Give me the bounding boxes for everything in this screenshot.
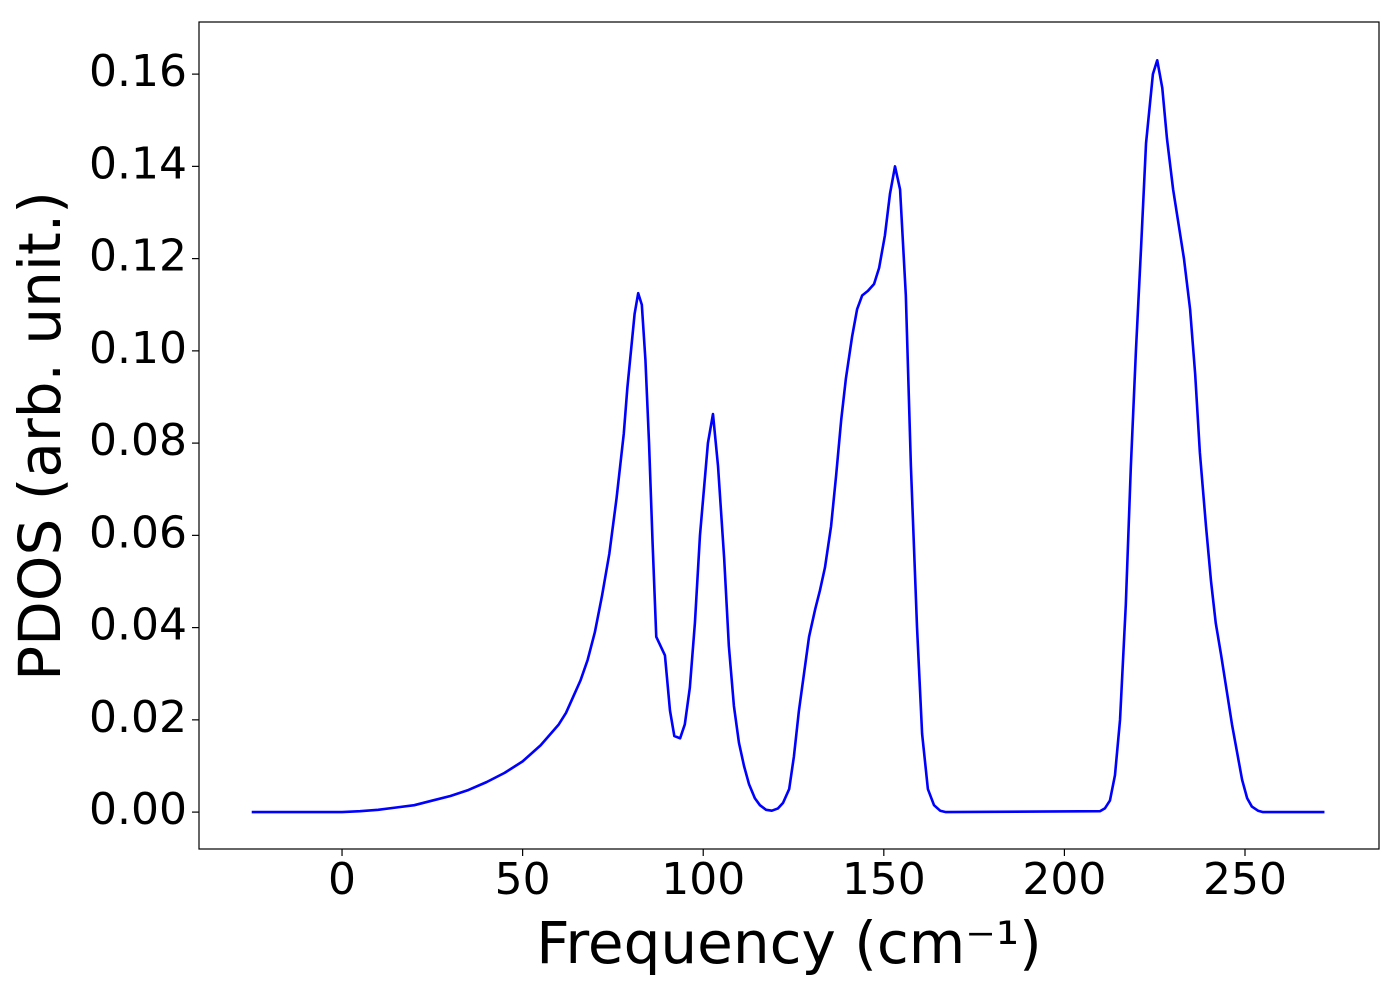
y-tick-label: 0.10: [89, 323, 187, 374]
y-tick-label: 0.08: [89, 415, 187, 466]
y-tick-label: 0.04: [89, 600, 187, 651]
plot-frame: [198, 21, 1380, 850]
y-tick-label: 0.14: [89, 138, 187, 189]
x-tick-label: 50: [495, 854, 551, 905]
x-tick-label: 100: [661, 854, 745, 905]
x-tick-label: 0: [328, 854, 356, 905]
y-axis-label: PDOS (arb. unit.): [6, 191, 74, 681]
x-tick-label: 200: [1022, 854, 1106, 905]
y-tick-label: 0.16: [89, 46, 187, 97]
y-tick-label: 0.02: [89, 692, 187, 743]
x-tick-label: 250: [1203, 854, 1287, 905]
y-tick-label: 0.00: [89, 784, 187, 835]
data-line: [251, 58, 1325, 814]
y-tick-label: 0.12: [89, 231, 187, 282]
y-tick-label: 0.06: [89, 507, 187, 558]
x-tick-label: 150: [842, 854, 926, 905]
x-axis-label: Frequency (cm⁻¹): [536, 909, 1042, 977]
